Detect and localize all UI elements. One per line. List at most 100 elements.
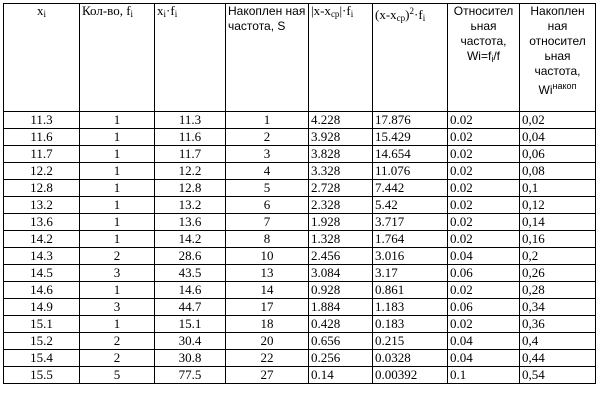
cell-cumulative-relative-frequency: 0,02 [519, 111, 596, 129]
table-row: 12.8 1 12.8 5 2.728 7.442 0.02 0,1 [3, 179, 596, 197]
cell-xi: 15.4 [3, 349, 80, 367]
cell-relative-frequency: 0.04 [447, 247, 520, 265]
cell-abs-deviation: 0.256 [308, 349, 373, 367]
cell-cumulative-relative-frequency: 0,34 [519, 298, 596, 316]
cell-count: 2 [79, 349, 155, 367]
cell-cumulative-relative-frequency: 0,2 [519, 247, 596, 265]
cell-xi-fi: 12.8 [154, 179, 226, 197]
cell-xi: 14.2 [3, 230, 80, 248]
header-cumulative-frequency: Накоплен ная частота, S [225, 3, 309, 112]
cell-cumulative-relative-frequency: 0,4 [519, 332, 596, 350]
cell-cumulative-frequency: 7 [225, 213, 309, 231]
cell-xi-fi: 14.2 [154, 230, 226, 248]
cell-count: 2 [79, 332, 155, 350]
cell-squared-deviation: 7.442 [372, 179, 448, 197]
cell-cumulative-frequency: 20 [225, 332, 309, 350]
cell-xi: 15.5 [3, 366, 80, 384]
cell-count: 1 [79, 196, 155, 214]
cell-relative-frequency: 0.04 [447, 332, 520, 350]
cell-relative-frequency: 0.02 [447, 111, 520, 129]
cell-relative-frequency: 0.02 [447, 281, 520, 299]
cell-squared-deviation: 5.42 [372, 196, 448, 214]
cell-xi: 13.2 [3, 196, 80, 214]
cell-count: 1 [79, 213, 155, 231]
cell-squared-deviation: 15.429 [372, 128, 448, 146]
cell-relative-frequency: 0.02 [447, 128, 520, 146]
cell-count: 1 [79, 315, 155, 333]
header-xi-fi: xi·fi [154, 3, 226, 112]
cell-count: 1 [79, 162, 155, 180]
cell-abs-deviation: 3.928 [308, 128, 373, 146]
cell-cumulative-relative-frequency: 0,36 [519, 315, 596, 333]
cell-xi: 11.7 [3, 145, 80, 163]
cell-count: 5 [79, 366, 155, 384]
table-row: 15.2 2 30.4 20 0.656 0.215 0.04 0,4 [3, 332, 596, 350]
cell-squared-deviation: 3.17 [372, 264, 448, 282]
cell-relative-frequency: 0.02 [447, 179, 520, 197]
cell-squared-deviation: 0.00392 [372, 366, 448, 384]
cell-relative-frequency: 0.1 [447, 366, 520, 384]
table-row: 11.7 1 11.7 3 3.828 14.654 0.02 0,06 [3, 145, 596, 163]
cell-abs-deviation: 2.328 [308, 196, 373, 214]
cell-cumulative-frequency: 6 [225, 196, 309, 214]
cell-count: 1 [79, 128, 155, 146]
cell-count: 1 [79, 179, 155, 197]
cell-count: 1 [79, 281, 155, 299]
cell-relative-frequency: 0.02 [447, 145, 520, 163]
table-row: 13.6 1 13.6 7 1.928 3.717 0.02 0,14 [3, 213, 596, 231]
cell-squared-deviation: 3.717 [372, 213, 448, 231]
header-row: xi Кол-во, fi xi·fi Накоплен ная частота… [3, 3, 596, 112]
cell-xi: 14.3 [3, 247, 80, 265]
cell-squared-deviation: 11.076 [372, 162, 448, 180]
table-row: 15.1 1 15.1 18 0.428 0.183 0.02 0,36 [3, 315, 596, 333]
cell-cumulative-frequency: 2 [225, 128, 309, 146]
table-row: 14.2 1 14.2 8 1.328 1.764 0.02 0,16 [3, 230, 596, 248]
cell-abs-deviation: 0.928 [308, 281, 373, 299]
cell-xi-fi: 13.2 [154, 196, 226, 214]
cell-abs-deviation: 3.328 [308, 162, 373, 180]
cell-cumulative-relative-frequency: 0,28 [519, 281, 596, 299]
cell-abs-deviation: 1.884 [308, 298, 373, 316]
cell-count: 3 [79, 264, 155, 282]
cell-cumulative-frequency: 17 [225, 298, 309, 316]
cell-cumulative-frequency: 13 [225, 264, 309, 282]
table-row: 14.3 2 28.6 10 2.456 3.016 0.04 0,2 [3, 247, 596, 265]
cell-squared-deviation: 17.876 [372, 111, 448, 129]
cell-cumulative-frequency: 14 [225, 281, 309, 299]
cell-squared-deviation: 0.183 [372, 315, 448, 333]
header-count: Кол-во, fi [79, 3, 155, 112]
cell-cumulative-frequency: 18 [225, 315, 309, 333]
cell-xi-fi: 14.6 [154, 281, 226, 299]
header-relative-frequency: Относител ьная частота, Wi=fi/f [447, 3, 520, 112]
cell-abs-deviation: 1.928 [308, 213, 373, 231]
table-row: 12.2 1 12.2 4 3.328 11.076 0.02 0,08 [3, 162, 596, 180]
cell-abs-deviation: 0.428 [308, 315, 373, 333]
cell-abs-deviation: 3.084 [308, 264, 373, 282]
frequency-table: xi Кол-во, fi xi·fi Накоплен ная частота… [3, 3, 596, 384]
cell-count: 1 [79, 230, 155, 248]
cell-xi-fi: 43.5 [154, 264, 226, 282]
cell-squared-deviation: 1.764 [372, 230, 448, 248]
cell-abs-deviation: 2.728 [308, 179, 373, 197]
cell-squared-deviation: 14.654 [372, 145, 448, 163]
cell-xi: 15.1 [3, 315, 80, 333]
cell-xi-fi: 15.1 [154, 315, 226, 333]
cell-cumulative-relative-frequency: 0,06 [519, 145, 596, 163]
cell-abs-deviation: 0.14 [308, 366, 373, 384]
cell-abs-deviation: 2.456 [308, 247, 373, 265]
cell-count: 1 [79, 145, 155, 163]
table-row: 11.6 1 11.6 2 3.928 15.429 0.02 0,04 [3, 128, 596, 146]
cell-abs-deviation: 1.328 [308, 230, 373, 248]
cell-cumulative-relative-frequency: 0,08 [519, 162, 596, 180]
cell-xi: 13.6 [3, 213, 80, 231]
cell-count: 3 [79, 298, 155, 316]
header-cumulative-relative-frequency: Накоплен ная относител ьная частота, Wiн… [519, 3, 596, 112]
cell-cumulative-relative-frequency: 0,44 [519, 349, 596, 367]
cell-cumulative-frequency: 22 [225, 349, 309, 367]
header-squared-deviation: (x-xср)2·fi [372, 3, 448, 112]
cell-xi-fi: 11.3 [154, 111, 226, 129]
cell-abs-deviation: 0.656 [308, 332, 373, 350]
table-row: 14.5 3 43.5 13 3.084 3.17 0.06 0,26 [3, 264, 596, 282]
cell-cumulative-relative-frequency: 0,14 [519, 213, 596, 231]
header-abs-deviation: |x-xср|·fi [308, 3, 373, 112]
